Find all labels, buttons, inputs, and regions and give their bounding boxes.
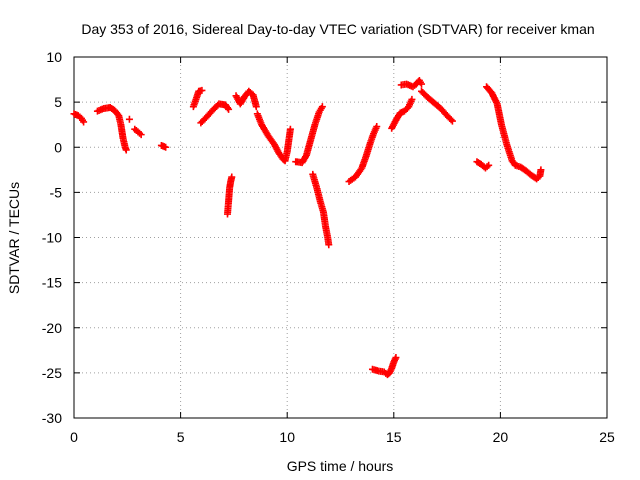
data-point <box>125 115 133 123</box>
data-point <box>318 103 326 111</box>
data-points <box>70 76 545 379</box>
x-tick-label: 0 <box>70 429 78 445</box>
y-tick-label: -5 <box>50 184 63 200</box>
data-point <box>418 80 426 88</box>
y-tick-label: -15 <box>42 275 62 291</box>
y-tick-label: 0 <box>54 139 62 155</box>
axis-ticks: 0 5 10 15 20 25 -30 -25 -20 -15 -10 -5 0 5 10 <box>42 49 615 445</box>
x-tick-label: 5 <box>177 429 185 445</box>
y-tick-label: 10 <box>46 49 62 65</box>
x-tick-label: 15 <box>386 429 402 445</box>
x-tick-label: 20 <box>493 429 509 445</box>
data-point <box>162 143 170 151</box>
plot-frame <box>73 56 608 419</box>
y-tick-label: -10 <box>42 230 62 246</box>
data-point <box>302 153 310 161</box>
data-point <box>80 118 88 126</box>
data-point <box>373 122 381 130</box>
data-point <box>225 105 233 113</box>
y-axis-label: SDTVAR / TECUs <box>6 182 22 294</box>
data-point <box>408 95 416 103</box>
data-point <box>447 116 455 124</box>
data-point <box>485 161 493 169</box>
data-point <box>228 173 236 181</box>
data-point <box>137 131 145 139</box>
data-point <box>448 117 456 125</box>
data-point <box>286 125 294 133</box>
data-point <box>114 110 122 118</box>
x-axis-label: GPS time / hours <box>287 458 394 474</box>
x-tick-label: 10 <box>279 429 295 445</box>
data-point <box>537 166 545 174</box>
data-point <box>224 104 232 112</box>
data-point <box>122 146 130 154</box>
chart-title: Day 353 of 2016, Sidereal Day-to-day VTE… <box>81 21 594 37</box>
data-point <box>325 241 333 249</box>
x-tick-label: 25 <box>599 429 615 445</box>
y-tick-label: -25 <box>42 365 62 381</box>
y-tick-label: -30 <box>42 410 62 426</box>
grid <box>74 57 607 418</box>
data-point <box>252 103 260 111</box>
y-tick-label: 5 <box>54 94 62 110</box>
y-tick-label: -20 <box>42 320 62 336</box>
data-point <box>198 86 206 94</box>
data-point <box>392 354 400 362</box>
